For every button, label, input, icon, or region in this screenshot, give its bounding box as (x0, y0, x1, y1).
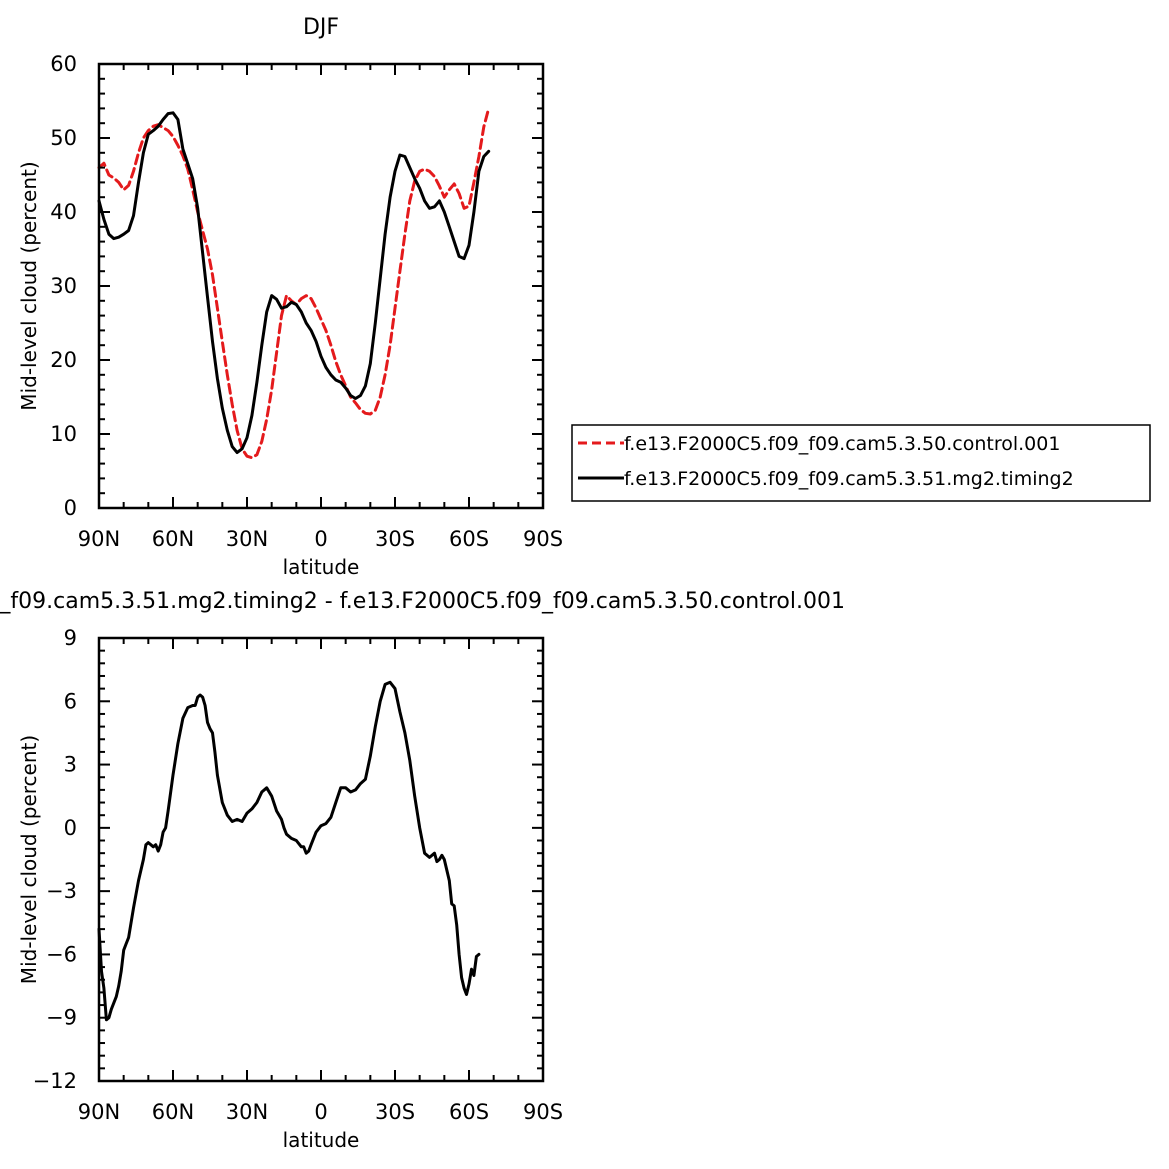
y-tick-label: 20 (50, 348, 77, 372)
legend-box (571, 424, 1151, 502)
x-tick-label: 30N (226, 527, 268, 551)
x-axis-label: latitude (283, 1128, 360, 1152)
x-tick-label: 90S (523, 527, 563, 551)
x-tick-label: 0 (314, 1100, 327, 1124)
y-tick-label: 9 (64, 626, 77, 650)
x-tick-label: 60N (152, 527, 194, 551)
x-axis-label: latitude (283, 555, 360, 579)
y-tick-label: −9 (46, 1006, 77, 1030)
x-tick-label: 30N (226, 1100, 268, 1124)
y-tick-label: −12 (33, 1069, 77, 1093)
legend-label-2: f.e13.F2000C5.f09_f09.cam5.3.51.mg2.timi… (624, 468, 1074, 490)
series-group (97, 106, 491, 460)
legend: f.e13.F2000C5.f09_f09.cam5.3.50.control.… (571, 424, 1151, 502)
x-tick-label: 0 (314, 527, 327, 551)
x-tick-label: 30S (375, 1100, 415, 1124)
y-tick-label: −6 (46, 942, 77, 966)
y-tick-label: 10 (50, 422, 77, 446)
series-group (97, 680, 481, 1022)
y-axis-label: Mid-level cloud (percent) (17, 735, 41, 984)
plot-frame (97, 636, 545, 1083)
y-tick-label: 50 (50, 126, 77, 150)
series-line-1 (97, 106, 491, 460)
x-tick-label: 90N (78, 1100, 120, 1124)
chart-title: DJF (303, 15, 339, 40)
y-tick-label: 40 (50, 200, 77, 224)
x-tick-label: 30S (375, 527, 415, 551)
y-tick-label: 30 (50, 274, 77, 298)
x-tick-label: 60S (449, 1100, 489, 1124)
x-tick-label: 60S (449, 527, 489, 551)
y-axis-label: Mid-level cloud (percent) (17, 161, 41, 410)
legend-label-1: f.e13.F2000C5.f09_f09.cam5.3.50.control.… (624, 433, 1060, 455)
y-tick-label: 0 (64, 496, 77, 520)
series-line-1 (97, 680, 481, 1022)
series-line-2 (97, 111, 491, 454)
y-tick-label: 3 (64, 753, 77, 777)
x-tick-label: 90N (78, 527, 120, 551)
chart-title: f.e13.F2000C5.f09_f09.cam5.3.51.mg2.timi… (0, 589, 845, 614)
x-tick-label: 60N (152, 1100, 194, 1124)
y-tick-label: 0 (64, 816, 77, 840)
y-tick-label: −3 (46, 879, 77, 903)
bottom-chart: f.e13.F2000C5.f09_f09.cam5.3.51.mg2.timi… (0, 589, 845, 1152)
x-tick-label: 90S (523, 1100, 563, 1124)
top-chart: DJF 90N 60N 30N 0 30S 60S 90S 0 10 20 30 40 50 60 latit… (17, 15, 1151, 579)
y-tick-label: 6 (64, 689, 77, 713)
y-tick-label: 60 (50, 52, 77, 76)
